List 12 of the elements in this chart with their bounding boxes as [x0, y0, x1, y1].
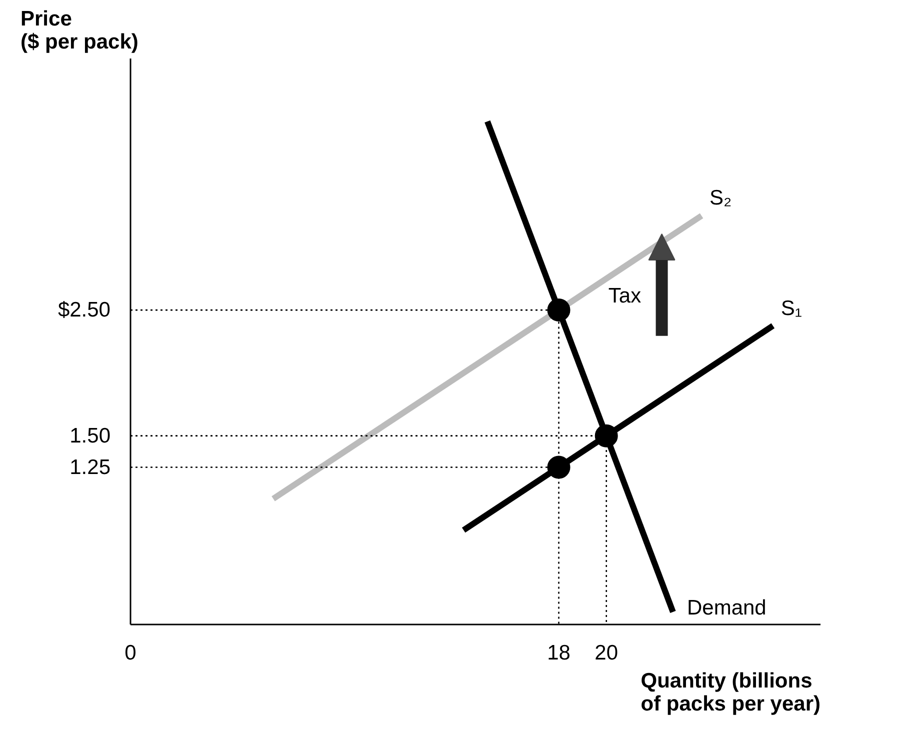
x-axis-title: Quantity (billions of packs per year) — [640, 670, 821, 716]
x-tick-label: 0 — [124, 642, 136, 664]
annotation: Tax — [608, 284, 642, 308]
y-tick-label: 1.50 — [70, 424, 111, 448]
x-tick-label: 18 — [547, 642, 570, 664]
series-label: S₂ — [710, 186, 732, 210]
series-label: Demand — [686, 596, 766, 620]
series-label: S₁ — [780, 296, 802, 320]
y-axis-title: Price ($ per pack) — [20, 8, 138, 54]
y-tick-label: 1.25 — [70, 456, 111, 479]
x-tick-label: 20 — [594, 642, 618, 664]
y-tick-label: $2.50 — [58, 298, 111, 322]
